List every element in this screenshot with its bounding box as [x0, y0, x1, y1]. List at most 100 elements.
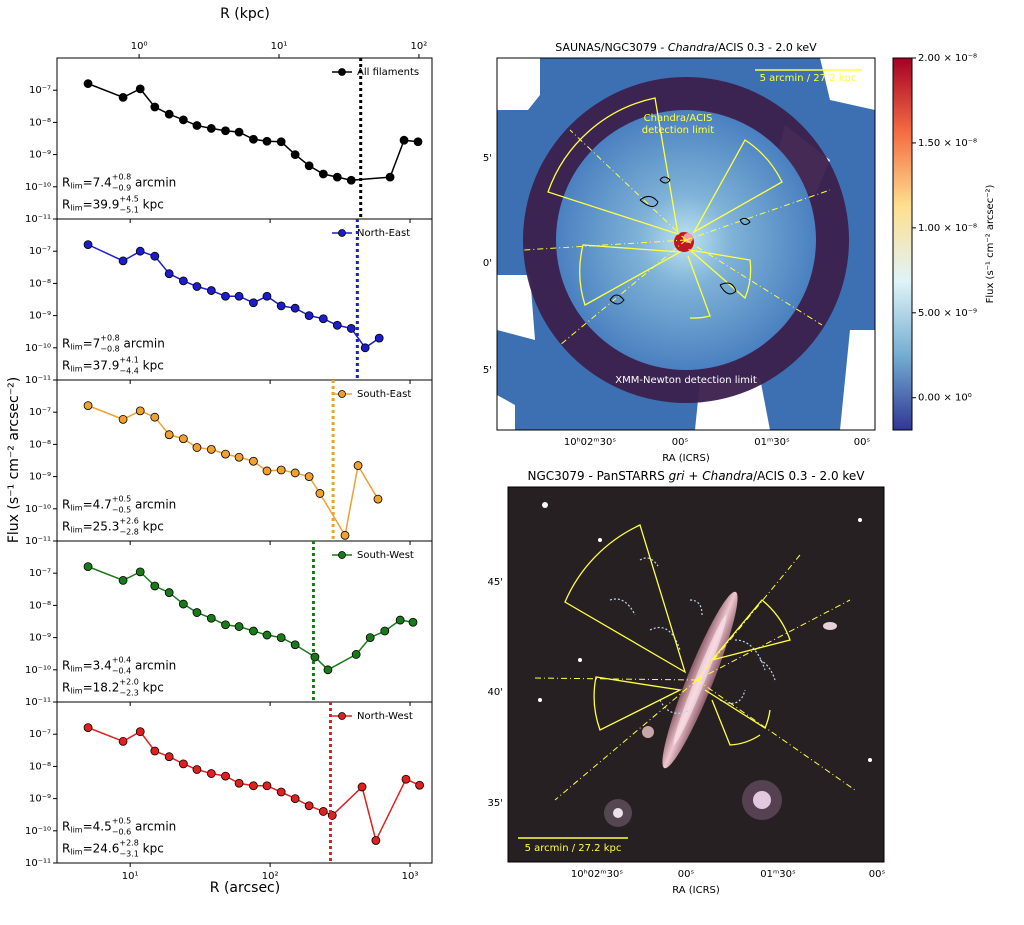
x-tick-label: 10³: [402, 871, 419, 882]
y-tick-label: 10⁻⁷: [29, 85, 51, 96]
legend-marker: [338, 68, 346, 76]
rlim-text: =: [83, 498, 93, 512]
legend-label: North-East: [357, 228, 410, 239]
data-point: [135, 246, 145, 256]
data-point: [118, 736, 128, 746]
rlim-text: =: [83, 198, 93, 212]
axes-frame: [56, 379, 433, 542]
scale-bar-label: 5 arcmin / 27.2 kpc: [760, 73, 857, 84]
rlim-text: kpc: [139, 198, 164, 212]
rlim-text: =: [83, 842, 93, 856]
colorbar-tick-label: 1.00 × 10⁻⁸: [918, 223, 977, 234]
data-point: [365, 633, 375, 642]
y-tick-label: 10⁻¹⁰: [25, 665, 51, 676]
data-point: [206, 286, 216, 295]
y-tick-label: 10⁻⁸: [29, 278, 51, 289]
rlim-text: =: [83, 681, 93, 695]
data-point: [290, 150, 300, 160]
rlim-text: +0.4: [112, 656, 131, 665]
rlim-text: −0.6: [112, 828, 131, 837]
xray-map: [497, 58, 875, 430]
rlim-text: R: [62, 198, 70, 212]
data-point: [401, 774, 411, 784]
legend-label: North-West: [357, 711, 413, 722]
data-point: [290, 468, 300, 478]
rlim-text: lim: [70, 687, 82, 696]
data-point: [290, 640, 300, 650]
data-point: [118, 414, 128, 424]
data-point: [206, 444, 216, 454]
colorbar-label: Flux (s⁻¹ cm⁻² arcsec⁻²): [985, 185, 996, 304]
data-point: [206, 769, 216, 778]
rlim-text: arcmin: [131, 176, 176, 190]
rlim-text: −4.4: [119, 367, 138, 376]
rlim-text: R: [62, 176, 70, 190]
colorbar-tick-label: 0.00 × 10⁰: [918, 393, 972, 404]
data-point: [304, 311, 314, 321]
y-tick-label: 10⁻⁷: [29, 246, 51, 257]
rlim-text: R: [62, 820, 70, 834]
legend-marker: [338, 390, 346, 398]
rlim-text: arcmin: [131, 498, 176, 512]
data-point: [150, 412, 160, 422]
data-point: [262, 136, 272, 146]
x2-axis-label: R (kpc): [220, 6, 270, 22]
data-point: [373, 494, 383, 504]
colorbar-tick-label: 1.50 × 10⁻⁸: [918, 138, 977, 149]
data-point: [192, 608, 202, 617]
y-tick-label: 10⁻⁸: [29, 439, 51, 450]
data-point: [150, 251, 160, 261]
y-tick-label: 10⁻⁸: [29, 761, 51, 772]
data-point: [178, 434, 188, 444]
data-point: [83, 723, 93, 733]
data-point: [221, 126, 230, 136]
rlim-text: arcmin: [131, 820, 176, 834]
x-tick-label: 00ˢ: [678, 869, 695, 880]
data-point: [249, 134, 258, 144]
data-point: [323, 665, 333, 675]
rlim-text: 7: [93, 337, 101, 351]
y-tick-label: 40': [488, 687, 503, 698]
y-tick-label: 10⁻⁹: [29, 472, 51, 483]
x-tick-label: 01ᵐ30ˢ: [754, 437, 790, 448]
y-tick-label: 10⁻⁷: [29, 729, 51, 740]
data-point: [290, 303, 300, 313]
data-point: [315, 489, 325, 498]
y-tick-label: 10⁻⁷: [29, 407, 51, 418]
rlim-text: 24.6: [93, 842, 120, 856]
data-point: [178, 599, 188, 609]
rlim-text: 4.5: [93, 820, 112, 834]
rlim-text: +4.1: [119, 356, 138, 365]
colorbar-tick-label: 2.00 × 10⁻⁸: [918, 53, 977, 64]
data-point: [221, 449, 230, 459]
rlim-text: +4.5: [119, 195, 138, 204]
annotation: detection limit: [642, 125, 714, 136]
x-tick-label: 10ʰ02ᵐ30ˢ: [571, 869, 623, 880]
data-point: [346, 324, 356, 333]
y-tick-label: 10⁻⁸: [29, 117, 51, 128]
x2-tick-label: 10¹: [271, 41, 288, 52]
rlim-text: lim: [70, 826, 82, 835]
y-tick-label: 10⁻⁹: [29, 633, 51, 644]
rlim-text: +2.8: [119, 839, 138, 848]
data-point: [178, 276, 188, 286]
x-tick-label: 00ˢ: [854, 437, 871, 448]
data-point: [118, 92, 128, 102]
data-point: [332, 172, 342, 182]
image-title: NGC3079 - PanSTARRS gri + Chandra/ACIS 0…: [527, 469, 865, 483]
data-point: [249, 298, 258, 308]
rlim-text: =: [83, 659, 93, 673]
data-point: [385, 172, 395, 182]
data-point: [276, 633, 286, 642]
x-tick-label: 10²: [262, 871, 279, 882]
rlim-text: lim: [70, 343, 82, 352]
y-tick-label: 10⁻¹¹: [25, 214, 51, 225]
data-point: [290, 794, 300, 803]
data-point: [135, 84, 145, 94]
y-tick-label: 10⁻¹⁰: [25, 343, 51, 354]
data-point: [221, 291, 230, 301]
series-line: [87, 243, 380, 349]
data-point: [135, 727, 145, 737]
data-point: [262, 466, 272, 476]
